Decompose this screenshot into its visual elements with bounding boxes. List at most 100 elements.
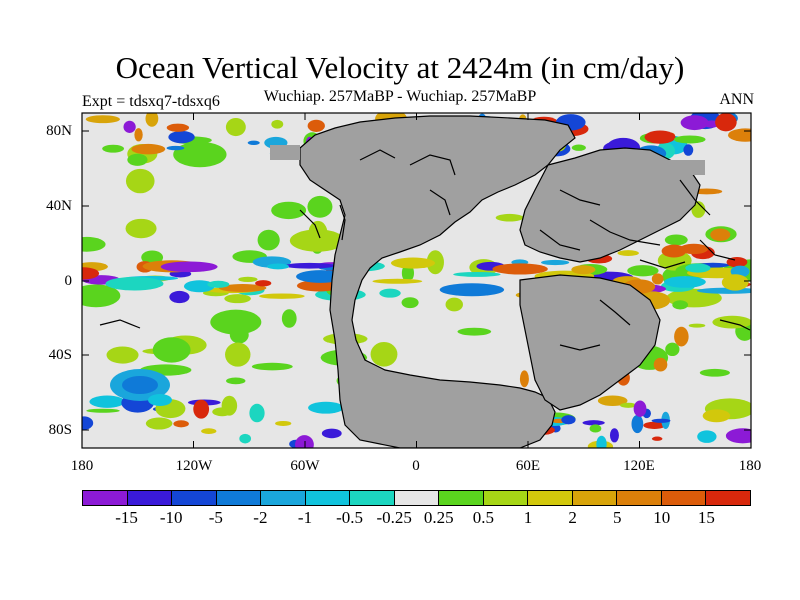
velocity-patch (89, 395, 125, 408)
velocity-patch (664, 276, 706, 288)
velocity-patch (134, 128, 143, 142)
velocity-patch (267, 263, 289, 270)
velocity-patch (609, 428, 619, 443)
gray-block-north (270, 145, 300, 160)
velocity-patch (445, 297, 463, 312)
velocity-patch (173, 420, 189, 428)
eastern-tethys-land (519, 147, 701, 263)
velocity-patch (651, 436, 663, 441)
colorbar-segment (661, 491, 707, 505)
velocity-patch (210, 309, 262, 335)
velocity-patch (672, 300, 689, 310)
velocity-patch (725, 428, 751, 444)
velocity-patch (224, 294, 251, 304)
colorbar-segment (439, 491, 484, 505)
colorbar-label: 0.5 (472, 508, 495, 527)
colorbar-label: 0.25 (423, 508, 454, 527)
colorbar (82, 490, 751, 506)
velocity-patch (728, 128, 751, 142)
plot-subtitle: Wuchiap. 257MaBP - Wuchiap. 257MaBP (263, 88, 537, 105)
velocity-patch (193, 399, 210, 419)
velocity-patch (633, 400, 647, 417)
lon-label-0: 0 (412, 458, 420, 474)
lat-label-40S: 40S (48, 347, 72, 363)
velocity-patch (152, 337, 191, 363)
velocity-patch (643, 421, 666, 429)
velocity-patch (255, 280, 272, 287)
colorbar-label: -10 (159, 508, 183, 527)
velocity-patch (257, 229, 280, 251)
colorbar-label: -5 (208, 508, 223, 527)
velocity-patch (710, 228, 731, 242)
velocity-patch (251, 362, 293, 371)
lon-label-180e: 180 (738, 458, 762, 474)
colorbar-label: 10 (653, 508, 671, 527)
velocity-patch (284, 262, 335, 269)
velocity-patch (201, 428, 217, 435)
velocity-patch (168, 130, 195, 144)
lon-label-60w: 60W (290, 458, 320, 474)
colorbar-label: -1 (297, 508, 313, 527)
velocity-patch (102, 144, 125, 153)
velocity-patch (207, 280, 230, 288)
velocity-patch (561, 415, 576, 425)
velocity-patch (238, 276, 258, 283)
velocity-patch (653, 357, 668, 372)
colorbar-segment (83, 491, 128, 505)
velocity-patch (225, 117, 246, 137)
velocity-patch (495, 213, 524, 222)
velocity-patch (239, 433, 252, 444)
lat-label-40N: 40N (46, 198, 72, 214)
velocity-patch (271, 201, 307, 220)
plot-title: Ocean Vertical Velocity at 2424m (in cm/… (115, 50, 685, 85)
velocity-patch (249, 403, 265, 423)
velocity-patch (218, 284, 267, 292)
velocity-patch (426, 250, 444, 275)
velocity-patch (82, 267, 100, 280)
velocity-patch (492, 263, 548, 275)
velocity-patch (673, 135, 706, 144)
velocity-patch (281, 309, 297, 328)
velocity-patch (105, 276, 164, 291)
velocity-patch (86, 408, 120, 413)
velocity-patch (82, 236, 106, 252)
velocity-patch (644, 130, 676, 144)
velocity-patch (702, 409, 731, 423)
velocity-patch (617, 250, 639, 257)
velocity-patch (699, 368, 730, 377)
velocity-patch (127, 153, 148, 166)
velocity-patch (295, 435, 314, 448)
lat-label-80N: 80N (46, 123, 72, 139)
velocity-patch (620, 402, 637, 408)
lon-label-120e: 120E (623, 458, 655, 474)
velocity-patch (674, 326, 689, 347)
velocity-patch (631, 414, 644, 434)
velocity-patch (82, 284, 121, 308)
velocity-patch (122, 376, 158, 394)
velocity-patch (212, 407, 232, 417)
axis-ticks (81, 113, 752, 448)
velocity-patch (160, 261, 218, 273)
velocity-patch (85, 115, 120, 124)
velocity-patch (131, 143, 166, 155)
colorbar-segment (261, 491, 306, 505)
velocity-patch (439, 283, 505, 297)
velocity-patch (685, 263, 711, 273)
velocity-patch (283, 398, 293, 409)
colorbar-label: -0.25 (376, 508, 412, 527)
colorbar-label: -0.5 (336, 508, 364, 527)
velocity-patch (169, 290, 190, 304)
lat-label-80S: 80S (48, 422, 72, 438)
colorbar-segment (572, 491, 618, 505)
velocity-patch (106, 346, 139, 364)
velocity-patch (571, 144, 586, 151)
gray-block-northeast (625, 160, 705, 175)
velocity-patch (651, 418, 671, 423)
velocity-patch (125, 218, 157, 239)
velocity-patch (308, 401, 344, 414)
velocity-patch (226, 377, 246, 385)
south-extension-land (519, 274, 661, 411)
velocity-patch (721, 274, 749, 291)
velocity-patch (271, 119, 284, 129)
